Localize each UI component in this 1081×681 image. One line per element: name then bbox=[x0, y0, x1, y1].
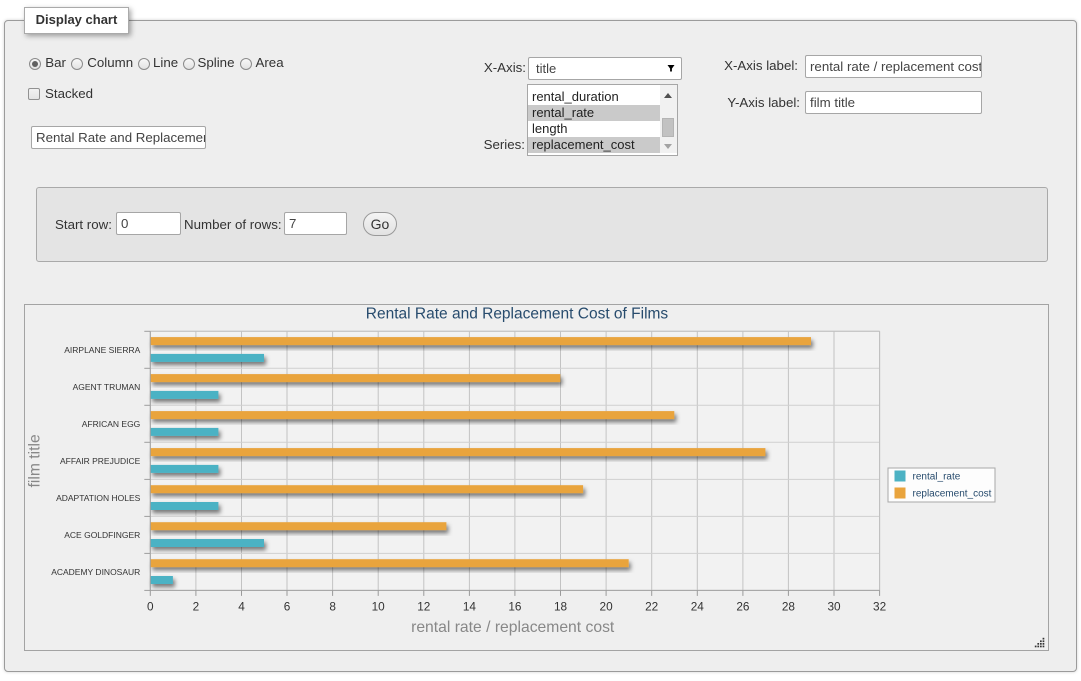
svg-text:AIRPLANE SIERRA: AIRPLANE SIERRA bbox=[64, 345, 140, 355]
svg-text:32: 32 bbox=[873, 600, 886, 614]
svg-text:18: 18 bbox=[554, 600, 568, 614]
svg-text:14: 14 bbox=[463, 600, 477, 614]
svg-text:22: 22 bbox=[645, 600, 658, 614]
svg-text:rental rate / replacement cost: rental rate / replacement cost bbox=[411, 619, 615, 636]
svg-text:ADAPTATION HOLES: ADAPTATION HOLES bbox=[56, 493, 141, 503]
svg-text:2: 2 bbox=[193, 600, 200, 614]
svg-text:6: 6 bbox=[284, 600, 291, 614]
svg-text:AFRICAN EGG: AFRICAN EGG bbox=[82, 419, 141, 429]
svg-text:24: 24 bbox=[691, 600, 705, 614]
svg-text:AGENT TRUMAN: AGENT TRUMAN bbox=[73, 382, 141, 392]
svg-text:8: 8 bbox=[329, 600, 336, 614]
svg-text:4: 4 bbox=[238, 600, 245, 614]
svg-text:28: 28 bbox=[782, 600, 796, 614]
svg-text:30: 30 bbox=[827, 600, 841, 614]
svg-text:20: 20 bbox=[600, 600, 614, 614]
svg-text:AFFAIR PREJUDICE: AFFAIR PREJUDICE bbox=[60, 456, 141, 466]
svg-text:Rental Rate and Replacement Co: Rental Rate and Replacement Cost of Film… bbox=[366, 306, 669, 323]
svg-text:10: 10 bbox=[372, 600, 386, 614]
svg-text:0: 0 bbox=[147, 600, 154, 614]
svg-text:ACADEMY DINOSAUR: ACADEMY DINOSAUR bbox=[51, 567, 140, 577]
svg-text:12: 12 bbox=[417, 600, 430, 614]
svg-text:26: 26 bbox=[736, 600, 750, 614]
svg-text:ACE GOLDFINGER: ACE GOLDFINGER bbox=[64, 530, 140, 540]
svg-text:replacement_cost: replacement_cost bbox=[913, 489, 992, 500]
svg-text:rental_rate: rental_rate bbox=[913, 472, 961, 483]
svg-text:film title: film title bbox=[27, 434, 44, 487]
svg-text:16: 16 bbox=[508, 600, 522, 614]
